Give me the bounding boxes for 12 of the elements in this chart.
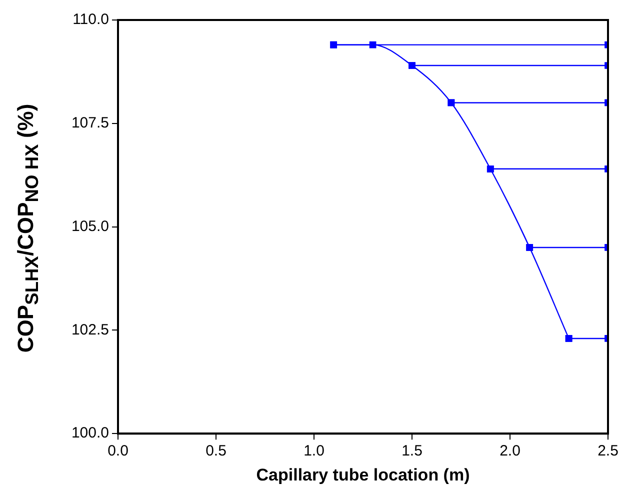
x-tick-label: 1.0 — [304, 442, 324, 460]
x-tick-label: 1.5 — [402, 442, 422, 460]
y-tick-label: 110.0 — [72, 11, 109, 28]
y-tick-label: 107.5 — [71, 114, 109, 132]
y-tick-label: 105.0 — [71, 218, 109, 235]
x-tick-label: 2.0 — [500, 442, 520, 460]
x-axis-title: Capillary tube location (m) — [256, 465, 470, 484]
x-tick-label: 2.5 — [598, 442, 618, 460]
y-tick-label: 100.0 — [71, 424, 109, 442]
x-tick-label: 0.5 — [206, 442, 226, 460]
y-tick-label: 102.5 — [71, 321, 109, 338]
x-tick-label: 0.0 — [108, 442, 128, 460]
